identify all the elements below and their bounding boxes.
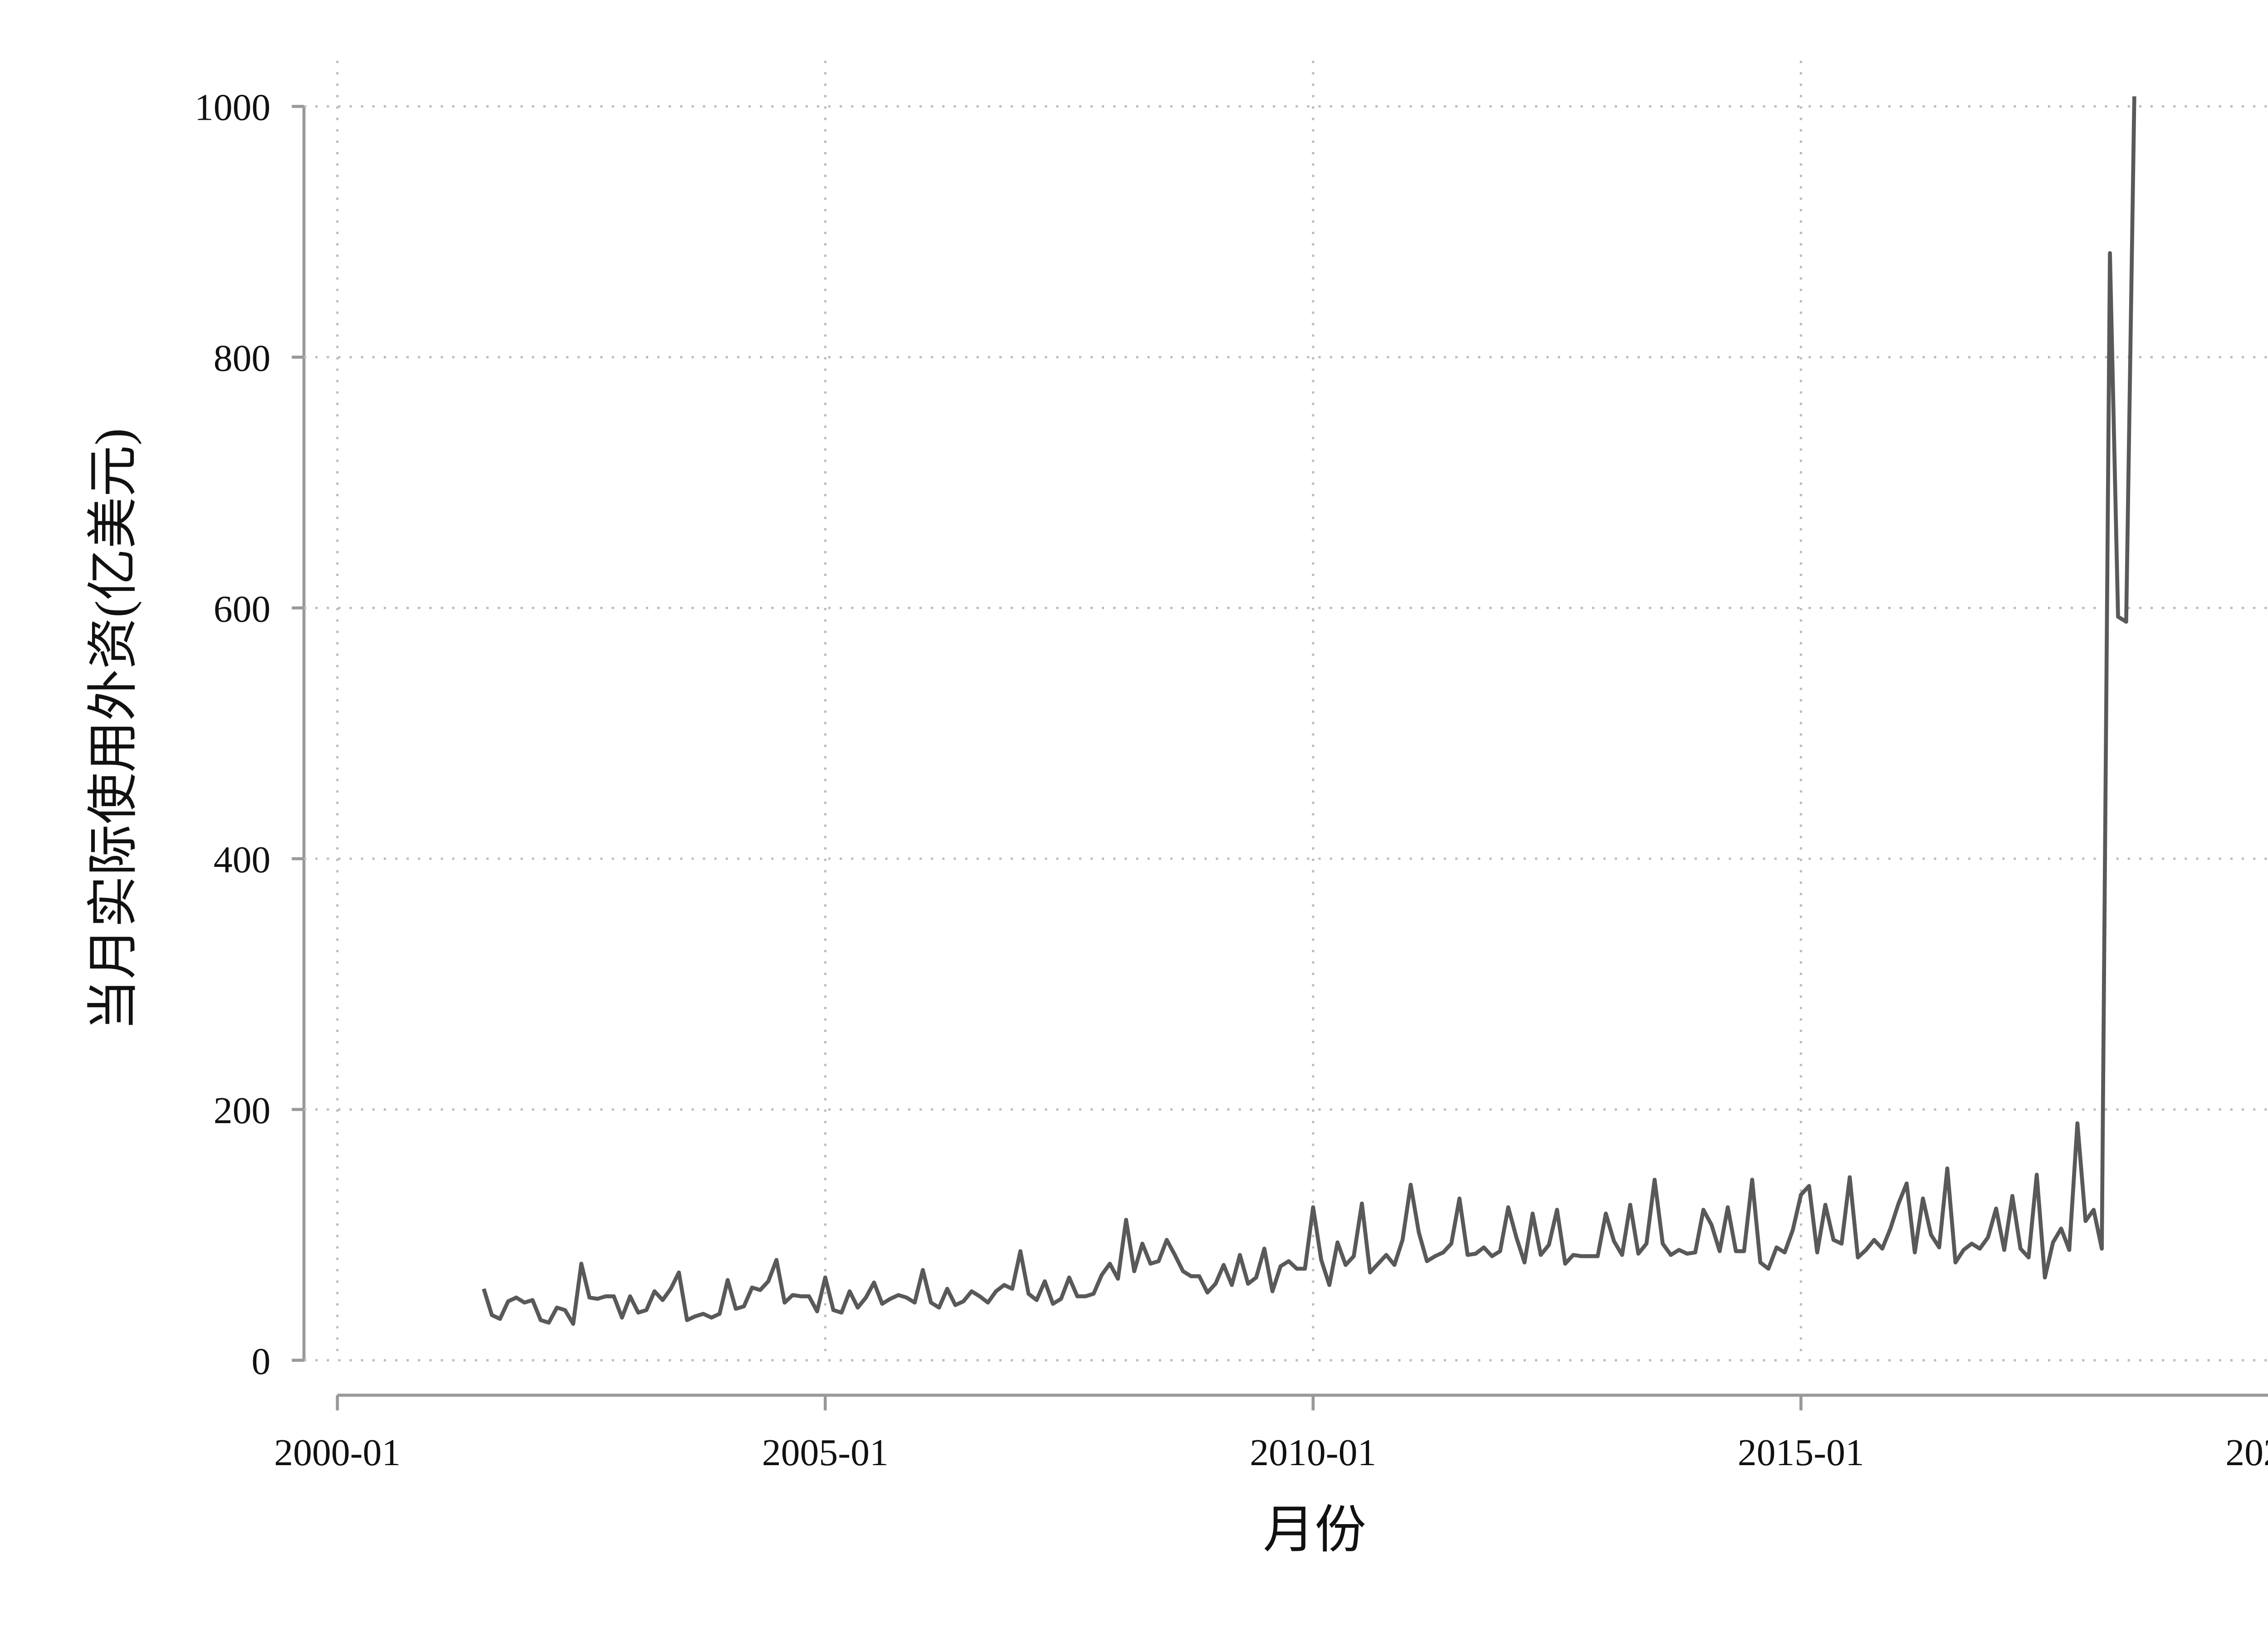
x-tick-label: 2005-01 — [762, 1432, 889, 1474]
y-tick-label: 400 — [214, 839, 271, 881]
y-tick-label: 800 — [214, 337, 271, 380]
y-axis-title: 当月实际使用外资(亿美元) — [84, 428, 142, 1031]
x-tick-label: 2000-01 — [274, 1432, 401, 1474]
y-tick-label: 600 — [214, 588, 271, 630]
x-tick-label: 2020-01 — [2225, 1432, 2268, 1474]
y-tick-label: 200 — [214, 1090, 271, 1132]
x-tick-label: 2010-01 — [1250, 1432, 1376, 1474]
y-tick-label: 1000 — [195, 87, 270, 129]
x-tick-label: 2015-01 — [1738, 1432, 1864, 1474]
x-axis-title: 月份 — [1263, 1501, 1366, 1559]
y-tick-label: 0 — [252, 1340, 271, 1383]
data-line — [482, 96, 2136, 1326]
